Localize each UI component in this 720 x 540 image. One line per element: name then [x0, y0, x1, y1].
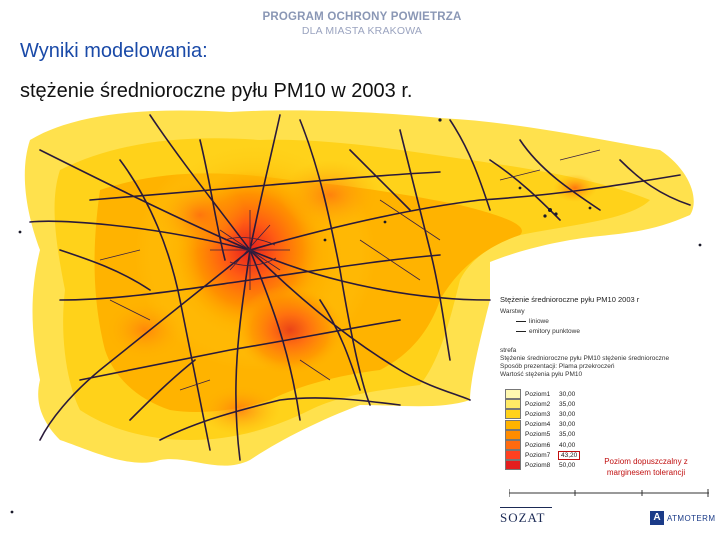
legend-level-2: Poziom2 35,00	[505, 399, 576, 410]
legend-swatch	[505, 450, 521, 461]
header-city: DLA MIASTA KRAKOWA	[301, 25, 423, 37]
legend-level-5: Poziom5 35,00	[505, 429, 576, 440]
legend-level-value: 50,00	[559, 461, 576, 469]
legend-level-label: Poziom3	[525, 410, 551, 418]
legend-level-label: Poziom4	[525, 421, 551, 429]
legend-swatch	[505, 399, 521, 410]
minor-roads	[99, 149, 601, 391]
legend-values-label: Wartość stężenia pyłu PM10	[500, 371, 583, 378]
legend-level-value: 30,00	[559, 421, 576, 429]
legend-presentation: Sposób prezentacji: Plama przekroczeń	[500, 363, 615, 370]
legend-line-sources-label: liniowe	[529, 318, 549, 325]
legend-swatch	[505, 389, 521, 399]
legend-level-3: Poziom3 30,00	[505, 409, 576, 420]
legend-level-label: Poziom5	[525, 431, 551, 439]
legend-level-label: Poziom7	[525, 451, 551, 459]
legend-level-4: Poziom4 30,00	[505, 419, 576, 430]
scale-bar	[509, 489, 709, 497]
legend-level-label: Poziom2	[525, 400, 551, 408]
atmoterm-logo: A ATMOTERM	[650, 511, 715, 525]
legend-title: Stężenie średnioroczne pyłu PM10 2003 r	[500, 295, 640, 304]
legend-swatch	[505, 419, 521, 430]
page-title-line1: Wyniki modelowania:	[20, 40, 208, 62]
legend-level-label: Poziom1	[525, 390, 551, 398]
legend-level-1: Poziom1 30,00	[505, 389, 575, 399]
legend-level-value: 30,00	[559, 390, 576, 398]
legend-level-value: 43,20	[557, 450, 581, 460]
sozat-logo: SOZAT	[500, 510, 546, 525]
legend-sources-label: Warstwy	[500, 308, 525, 315]
legend-level-value: 30,00	[559, 410, 576, 418]
legend-swatch	[505, 409, 521, 420]
legend-level-value: 40,00	[559, 441, 576, 449]
legend-level-value: 35,00	[559, 431, 576, 439]
atmoterm-text: ATMOTERM	[667, 513, 716, 523]
legend-annual: Stężenie średnioroczne pyłu PM10 stężeni…	[500, 355, 670, 362]
tolerance-note: Poziom dopuszczalny z marginesem toleran…	[604, 457, 688, 477]
point-source-icon	[516, 330, 526, 332]
page-title-line2: stężenie średnioroczne pyłu PM10 w 2003 …	[20, 80, 413, 102]
legend-level-6: Poziom6 40,00	[505, 440, 575, 450]
legend-level-8: Poziom8 50,00	[505, 460, 576, 471]
legend-point-sources: emitory punktowe	[516, 328, 580, 335]
legend-level-label: Poziom6	[525, 441, 551, 449]
sozat-logo-rule	[500, 507, 552, 508]
legend-swatch	[505, 440, 521, 450]
point-sources	[10, 118, 702, 514]
legend-swatch	[505, 429, 521, 440]
legend-point-sources-label: emitory punktowe	[529, 328, 580, 335]
header-program: PROGRAM OCHRONY POWIETRZA	[262, 11, 462, 23]
legend-level-label: Poziom8	[525, 461, 551, 469]
legend-level-value: 35,00	[559, 400, 576, 408]
legend-swatch	[505, 460, 521, 471]
legend-zones: strefa	[500, 347, 517, 354]
map-legend: Stężenie średnioroczne pyłu PM10 2003 r …	[500, 295, 710, 500]
line-source-icon	[516, 320, 526, 322]
legend-line-sources: liniowe	[516, 318, 549, 325]
atmoterm-mark-icon: A	[650, 511, 664, 525]
legend-level-7: Poziom7 43,20	[505, 450, 581, 461]
